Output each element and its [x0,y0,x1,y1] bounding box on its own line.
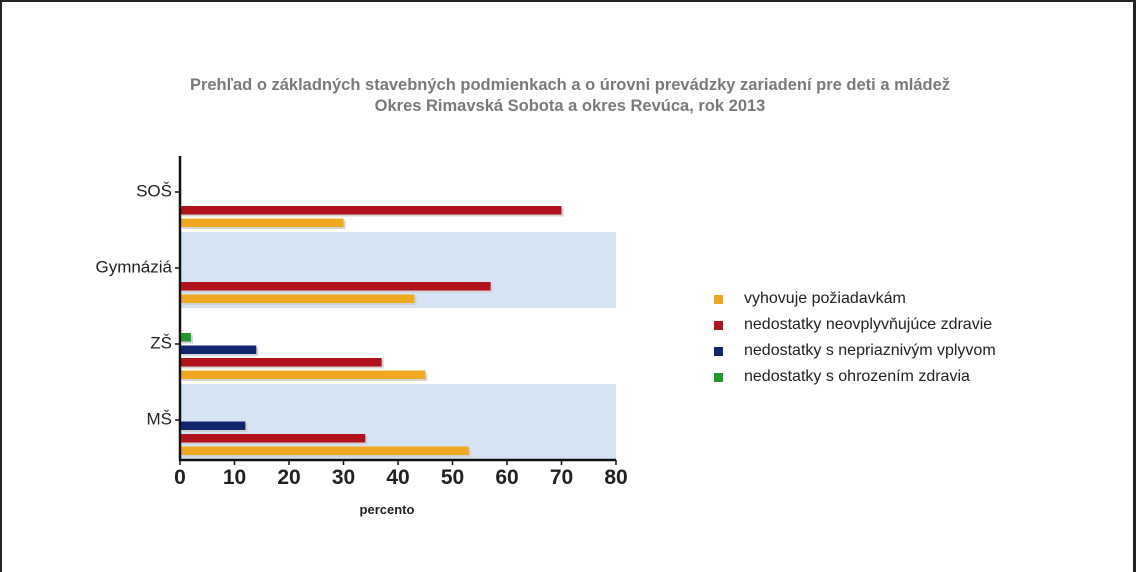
chart-legend: vyhovuje požiadavkám nedostatky neovplyvň… [710,286,996,390]
x-tick-label: 40 [386,466,409,489]
bar-sos-nedostatky-neovplyvnujuce-zdravie [180,206,562,215]
x-tick-label: 30 [332,466,355,489]
bar-ms-vyhovuje-poziadavkam [180,446,469,455]
legend-label: nedostatky s nepriaznivým vplyvom [744,342,996,359]
bar-ms-nedostatky-s-nepriaznivym-vplyvom [180,421,246,430]
legend-label: nedostatky neovplyvňujúce zdravie [744,316,993,333]
x-tick-label: 60 [495,466,518,489]
legend-item-nedostatky-s-ohrozenim-zdravia: nedostatky s ohrozením zdravia [710,364,996,390]
x-tick-label: 50 [441,466,464,489]
legend-swatch [714,295,723,304]
legend-swatch [714,347,723,356]
legend-label: vyhovuje požiadavkám [744,290,906,307]
category-label: Gymnáziá [95,257,172,276]
legend-label: nedostatky s ohrozením zdravia [744,368,970,385]
x-tick-label: 80 [604,466,627,489]
bar-zs-vyhovuje-poziadavkam [180,370,426,379]
x-tick-label: 70 [550,466,573,489]
chart-title: Prehľad o základných stavebných podmienk… [189,76,951,94]
bar-zs-nedostatky-s-nepriaznivym-vplyvom [180,345,257,354]
x-axis-label: percento [360,502,415,517]
x-tick-label: 0 [174,466,186,489]
bar-gymnazia-nedostatky-neovplyvnujuce-zdravie [180,282,491,291]
x-tick-label: 10 [223,466,246,489]
bar-zs-nedostatky-neovplyvnujuce-zdravie [180,358,382,367]
bar-gymnazia-vyhovuje-poziadavkam [180,294,415,303]
legend-swatch [714,321,723,330]
chart-subtitle: Okres Rimavská Sobota a okres Revúca, ro… [374,97,766,115]
category-label: ZŠ [150,333,172,352]
category-label: MŠ [147,409,173,428]
category-label: SOŠ [136,181,172,200]
x-tick-label: 20 [277,466,300,489]
bar-zs-nedostatky-s-ohrozenim-zdravia [180,333,191,342]
legend-item-vyhovuje-poziadavkam: vyhovuje požiadavkám [710,286,996,312]
legend-item-nedostatky-neovplyvnujuce-zdravie: nedostatky neovplyvňujúce zdravie [710,312,996,338]
bar-sos-vyhovuje-poziadavkam [180,218,344,227]
legend-swatch [714,373,723,382]
bar-chart: SOŠ Gymnáziá ZŠ MŠ 0 10 20 30 40 50 60 70 80 percento [95,156,628,517]
bar-ms-nedostatky-neovplyvnujuce-zdravie [180,434,366,443]
legend-item-nedostatky-s-nepriaznivym-vplyvom: nedostatky s nepriaznivým vplyvom [710,338,996,364]
